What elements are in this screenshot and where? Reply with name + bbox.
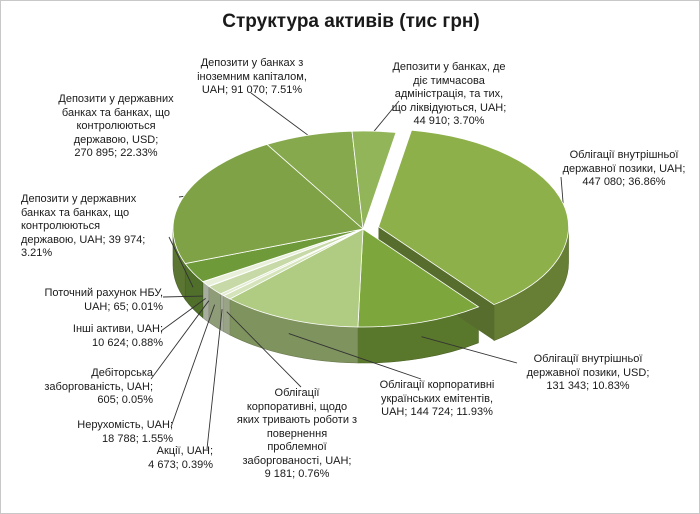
leader-line-7 <box>160 297 206 332</box>
leader-line-10 <box>178 195 184 198</box>
leader-line-2 <box>288 333 422 380</box>
slice-10 <box>172 143 364 265</box>
slice-label-receivables: Дебіторська заборгованість, UAH; 605; 0.… <box>44 367 153 406</box>
slice-2 <box>229 228 364 328</box>
slice-label-deposits-foreign: Депозити у банках з іноземним капіталом,… <box>197 57 307 96</box>
leader-line-0 <box>560 176 564 204</box>
leader-lines <box>150 92 564 450</box>
leader-line-5 <box>170 304 216 428</box>
slice-12 <box>351 130 397 230</box>
slice-label-real-estate: Нерухомість, UAH; 18 788; 1.55% <box>77 419 173 445</box>
leader-line-8 <box>162 295 203 298</box>
slice-label-ovdp-uah: Облігації внутрішньої державної позики, … <box>562 149 686 188</box>
slice-label-deposits-state-uah: Депозити у державних банках та банках, щ… <box>21 193 146 259</box>
chart-title: Структура активів (тис грн) <box>222 11 480 32</box>
leader-line-4 <box>206 309 223 450</box>
pie-slices <box>172 129 569 328</box>
leader-line-11 <box>250 92 309 136</box>
slice-label-other-assets: Інші активи, UAH; 10 624; 0.88% <box>72 323 163 349</box>
leader-line-6 <box>150 300 210 380</box>
slice-label-ovdp-usd: Облігації внутрішньої державної позики, … <box>526 353 650 392</box>
leader-line-9 <box>168 236 194 288</box>
leader-line-3 <box>226 311 302 388</box>
slice-label-nbu-account: Поточний рахунок НБУ, UAH; 65; 0.01% <box>44 287 163 313</box>
slice-label-corp-problem: Облігації корпоративні, щодо яких триваю… <box>236 387 358 480</box>
slice-side-3 <box>223 295 231 336</box>
slice-0 <box>378 129 569 306</box>
slice-1 <box>357 228 480 328</box>
slice-label-deposits-state-usd: Депозити у державних банках та банках, щ… <box>58 93 174 159</box>
slice-label-shares: Акції, UAH; 4 673; 0.39% <box>148 445 213 471</box>
slice-label-corp-bonds: Облігації корпоративні українських еміте… <box>379 379 495 418</box>
leader-line-1 <box>421 336 518 364</box>
leader-line-12 <box>373 100 400 132</box>
slice-label-deposits-temp-admin: Депозити у банках, де діє тимчасова адмі… <box>391 61 507 127</box>
